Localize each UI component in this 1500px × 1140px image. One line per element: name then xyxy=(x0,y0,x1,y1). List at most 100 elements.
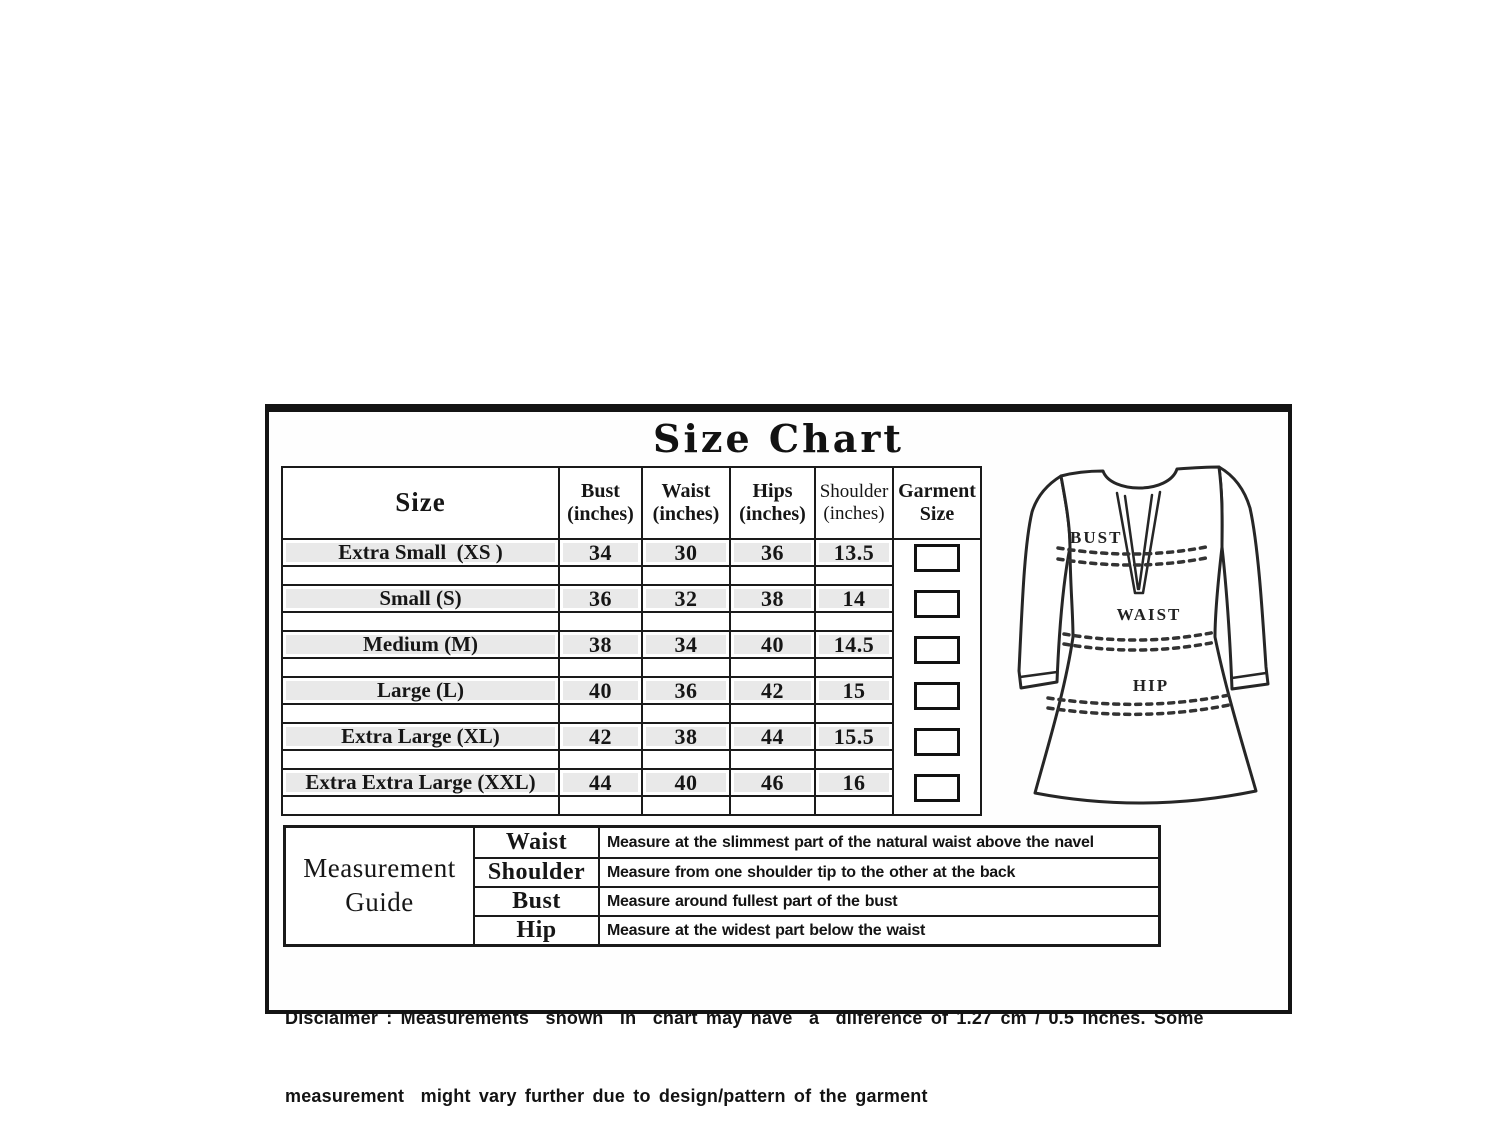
hips-value-cell: 46 xyxy=(729,768,814,795)
column-header-garment-size: Garment Size xyxy=(892,468,980,538)
size-table: Size Bust (inches) Waist (inches) Hips (… xyxy=(281,466,982,816)
spacer-cell xyxy=(558,657,641,676)
spacer-cell xyxy=(558,611,641,630)
spacer-cell xyxy=(814,749,892,768)
spacer-cell xyxy=(729,657,814,676)
hips-value-cell: 40 xyxy=(729,630,814,657)
bust-value-cell: 44 xyxy=(558,768,641,795)
spacer-cell xyxy=(641,795,729,814)
spacer-cell xyxy=(641,565,729,584)
garment-size-checkbox[interactable] xyxy=(914,636,960,664)
spacer-cell xyxy=(558,703,641,722)
garment-size-checkbox[interactable] xyxy=(914,590,960,618)
bust-value-cell: 42 xyxy=(558,722,641,749)
header-line: Size xyxy=(919,503,955,525)
spacer-cell xyxy=(283,611,558,630)
spacer-cell xyxy=(283,795,558,814)
right-sleeve-shape xyxy=(1217,465,1270,691)
spacer-cell xyxy=(558,565,641,584)
spacer-cell xyxy=(729,611,814,630)
size-name-cell: Extra Small (XS ) xyxy=(283,538,558,565)
bust-dotted-line xyxy=(1056,544,1213,567)
shoulder-value-cell: 14.5 xyxy=(814,630,892,657)
column-header-bust: Bust (inches) xyxy=(558,468,641,538)
disclaimer-line: Disclaimer : Measurements shown in chart… xyxy=(285,1008,1204,1028)
spacer-cell xyxy=(641,657,729,676)
size-name-cell: Large (L) xyxy=(283,676,558,703)
header-line: Shoulder xyxy=(819,481,889,503)
spacer-cell xyxy=(558,749,641,768)
header-unit: (inches) xyxy=(823,503,885,524)
header-line: Garment xyxy=(898,480,976,502)
bust-value-cell: 34 xyxy=(558,538,641,565)
spacer-cell xyxy=(283,565,558,584)
spacer-cell xyxy=(814,703,892,722)
page-title: Size Chart xyxy=(653,416,904,461)
waist-dotted-line xyxy=(1062,630,1218,652)
header-unit: (inches) xyxy=(739,503,806,525)
waist-label: WAIST xyxy=(1117,605,1182,624)
spacer-cell xyxy=(814,795,892,814)
bust-value-cell: 36 xyxy=(558,584,641,611)
waist-value-cell: 36 xyxy=(641,676,729,703)
measurement-guide-table: Measurement Guide Waist Measure at the s… xyxy=(283,825,1161,947)
garment-size-checkbox[interactable] xyxy=(914,682,960,710)
size-name-cell: Extra Extra Large (XXL) xyxy=(283,768,558,795)
spacer-cell xyxy=(814,657,892,676)
hips-value-cell: 36 xyxy=(729,538,814,565)
header-line: Hips xyxy=(752,480,793,502)
waist-value-cell: 40 xyxy=(641,768,729,795)
header-line: Waist xyxy=(661,480,711,502)
size-name-cell: Medium (M) xyxy=(283,630,558,657)
shoulder-value-cell: 15.5 xyxy=(814,722,892,749)
guide-term-shoulder: Shoulder xyxy=(473,857,598,886)
left-sleeve-shape xyxy=(1017,474,1072,690)
size-chart-panel: Size Chart Size Bust (inches) Waist (inc… xyxy=(265,404,1292,1106)
spacer-cell xyxy=(814,565,892,584)
header-line: Bust xyxy=(581,480,620,502)
guide-term-bust: Bust xyxy=(473,886,598,915)
shoulder-value-cell: 15 xyxy=(814,676,892,703)
garment-size-checkbox[interactable] xyxy=(914,774,960,802)
spacer-cell xyxy=(558,795,641,814)
header-line: Size xyxy=(395,487,446,518)
garment-size-checkbox[interactable] xyxy=(914,728,960,756)
bust-value-cell: 38 xyxy=(558,630,641,657)
right-cuff-line xyxy=(1230,671,1268,680)
column-header-waist: Waist (inches) xyxy=(641,468,729,538)
spacer-cell xyxy=(729,703,814,722)
garment-size-column xyxy=(892,538,980,814)
spacer-cell xyxy=(729,749,814,768)
spacer-cell xyxy=(729,565,814,584)
column-header-shoulder: Shoulder (inches) xyxy=(814,468,892,538)
placket-lines xyxy=(1115,490,1162,595)
hips-value-cell: 42 xyxy=(729,676,814,703)
hip-dotted-line xyxy=(1046,693,1231,717)
measurement-guide-title: Measurement Guide xyxy=(303,853,456,917)
size-name-cell: Small (S) xyxy=(283,584,558,611)
garment-size-checkbox[interactable] xyxy=(914,544,960,572)
header-unit: (inches) xyxy=(567,503,634,525)
bust-label: BUST xyxy=(1070,528,1122,547)
shoulder-value-cell: 13.5 xyxy=(814,538,892,565)
spacer-cell xyxy=(729,795,814,814)
spacer-cell xyxy=(283,749,558,768)
guide-term-waist: Waist xyxy=(473,828,598,857)
spacer-cell xyxy=(641,749,729,768)
waist-value-cell: 38 xyxy=(641,722,729,749)
guide-description-shoulder: Measure from one shoulder tip to the oth… xyxy=(598,857,1158,886)
spacer-cell xyxy=(641,611,729,630)
column-header-hips: Hips (inches) xyxy=(729,468,814,538)
waist-value-cell: 34 xyxy=(641,630,729,657)
spacer-cell xyxy=(641,703,729,722)
hips-value-cell: 44 xyxy=(729,722,814,749)
spacer-cell xyxy=(283,657,558,676)
guide-description-waist: Measure at the slimmest part of the natu… xyxy=(598,828,1158,857)
hips-value-cell: 38 xyxy=(729,584,814,611)
header-unit: (inches) xyxy=(652,503,720,525)
bust-value-cell: 40 xyxy=(558,676,641,703)
hip-label: HIP xyxy=(1133,676,1169,695)
guide-description-bust: Measure around fullest part of the bust xyxy=(598,886,1158,915)
waist-value-cell: 30 xyxy=(641,538,729,565)
